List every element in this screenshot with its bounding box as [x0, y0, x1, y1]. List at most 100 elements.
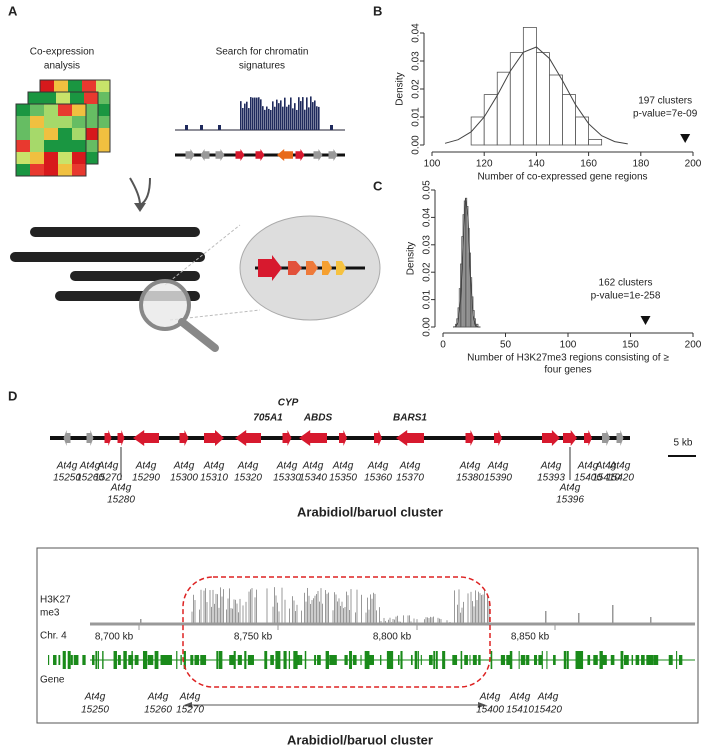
y-tick-label: 0.02	[422, 262, 433, 282]
peak	[409, 615, 410, 623]
gene-label: At4g	[135, 461, 157, 472]
gene-arrow	[185, 149, 195, 161]
gene-block	[70, 655, 73, 665]
peak	[266, 588, 268, 623]
gene-label: 15400	[476, 705, 504, 716]
gene-block	[602, 655, 607, 665]
gene-block	[593, 655, 598, 665]
peak	[473, 606, 475, 623]
signal-bars	[175, 96, 345, 131]
signal-bar	[284, 97, 286, 130]
peak	[424, 619, 425, 623]
peak	[218, 607, 220, 623]
peak	[248, 591, 250, 623]
peak	[347, 595, 349, 623]
gene-block	[165, 655, 171, 665]
gene-label: At4g	[487, 461, 509, 472]
peak	[392, 618, 394, 623]
peak	[193, 594, 194, 623]
gene-block	[364, 651, 370, 669]
gene-block	[237, 655, 242, 665]
x-axis-label: Number of H3K27me3 regions consisting of…	[467, 353, 669, 364]
gene-arrow	[179, 430, 189, 446]
peak	[371, 598, 373, 623]
peak	[256, 589, 257, 623]
x-tick-label: 180	[632, 159, 649, 170]
gene-block	[386, 651, 390, 669]
signal-bar	[286, 106, 288, 130]
peak	[272, 606, 274, 623]
gene-label: At4g	[540, 461, 562, 472]
gene-blocks	[48, 651, 683, 669]
y-axis-label: Density	[406, 242, 417, 275]
gene-label: 15320	[234, 473, 262, 484]
gene-block	[244, 651, 247, 669]
heat-cell	[68, 80, 82, 92]
gene-block	[102, 651, 104, 669]
heat-cell	[16, 164, 30, 176]
peak	[254, 597, 256, 623]
y-tick-label: 0.02	[411, 79, 422, 99]
peak	[203, 590, 205, 623]
peak	[458, 589, 460, 623]
peak	[428, 618, 430, 623]
y-tick-label: 0.00	[422, 317, 433, 337]
signal-bar	[300, 101, 302, 130]
peak	[341, 601, 343, 623]
gene-arrow	[282, 430, 292, 446]
panel-a-caption: signatures	[239, 61, 285, 72]
peak	[250, 589, 251, 623]
track-label: Chr. 4	[40, 631, 67, 642]
gene-block	[317, 655, 321, 665]
gene-label: 15330	[273, 473, 301, 484]
signal-bar	[240, 101, 242, 130]
peak	[612, 605, 614, 623]
gene-label: 15310	[200, 473, 228, 484]
peak	[301, 610, 302, 623]
heat-cell	[30, 104, 44, 116]
heat-cell	[42, 92, 56, 104]
heat-cell	[40, 80, 54, 92]
x-axis-label: four genes	[544, 365, 591, 376]
gene-arrow	[133, 430, 159, 446]
histogram-bar	[575, 116, 589, 146]
panel-a-art	[10, 79, 381, 352]
zoom-gene	[258, 255, 282, 281]
heat-cell	[16, 128, 30, 140]
gene-label: At4g	[609, 461, 631, 472]
peak	[305, 601, 307, 623]
gene-block	[117, 655, 121, 665]
marker-label: 197 clusters	[638, 96, 692, 107]
heat-cell	[30, 128, 44, 140]
peak	[200, 589, 202, 623]
gene-block	[147, 655, 150, 665]
merge-arrow-head	[134, 203, 146, 212]
gene-block	[233, 651, 236, 669]
gene-arrow	[328, 149, 338, 161]
peak	[467, 593, 469, 623]
gene-block	[283, 651, 287, 669]
gene-block	[295, 655, 300, 665]
gene-label: 15270	[176, 705, 204, 716]
gene-block	[460, 651, 463, 669]
gene-block	[97, 651, 99, 669]
gene-block	[610, 655, 615, 665]
panel-a-caption: Co-expression	[30, 47, 94, 58]
gene-block	[163, 655, 167, 665]
peak	[320, 588, 322, 623]
gene-block	[176, 651, 178, 669]
peak	[407, 615, 409, 623]
gene-block	[442, 651, 446, 669]
gene-arrow	[200, 149, 210, 161]
gene-block	[649, 655, 654, 665]
gene-label: 15420	[606, 473, 634, 484]
zoom-gene	[288, 261, 302, 275]
y-tick-label: 0.05	[422, 180, 433, 200]
gene-block	[95, 651, 98, 669]
heat-cell	[58, 116, 72, 128]
peak	[278, 611, 280, 623]
gene-label: At4g	[179, 692, 201, 703]
signal-bar	[246, 101, 248, 130]
zoom-gene	[306, 261, 318, 275]
y-tick-label: 0.01	[422, 289, 433, 309]
